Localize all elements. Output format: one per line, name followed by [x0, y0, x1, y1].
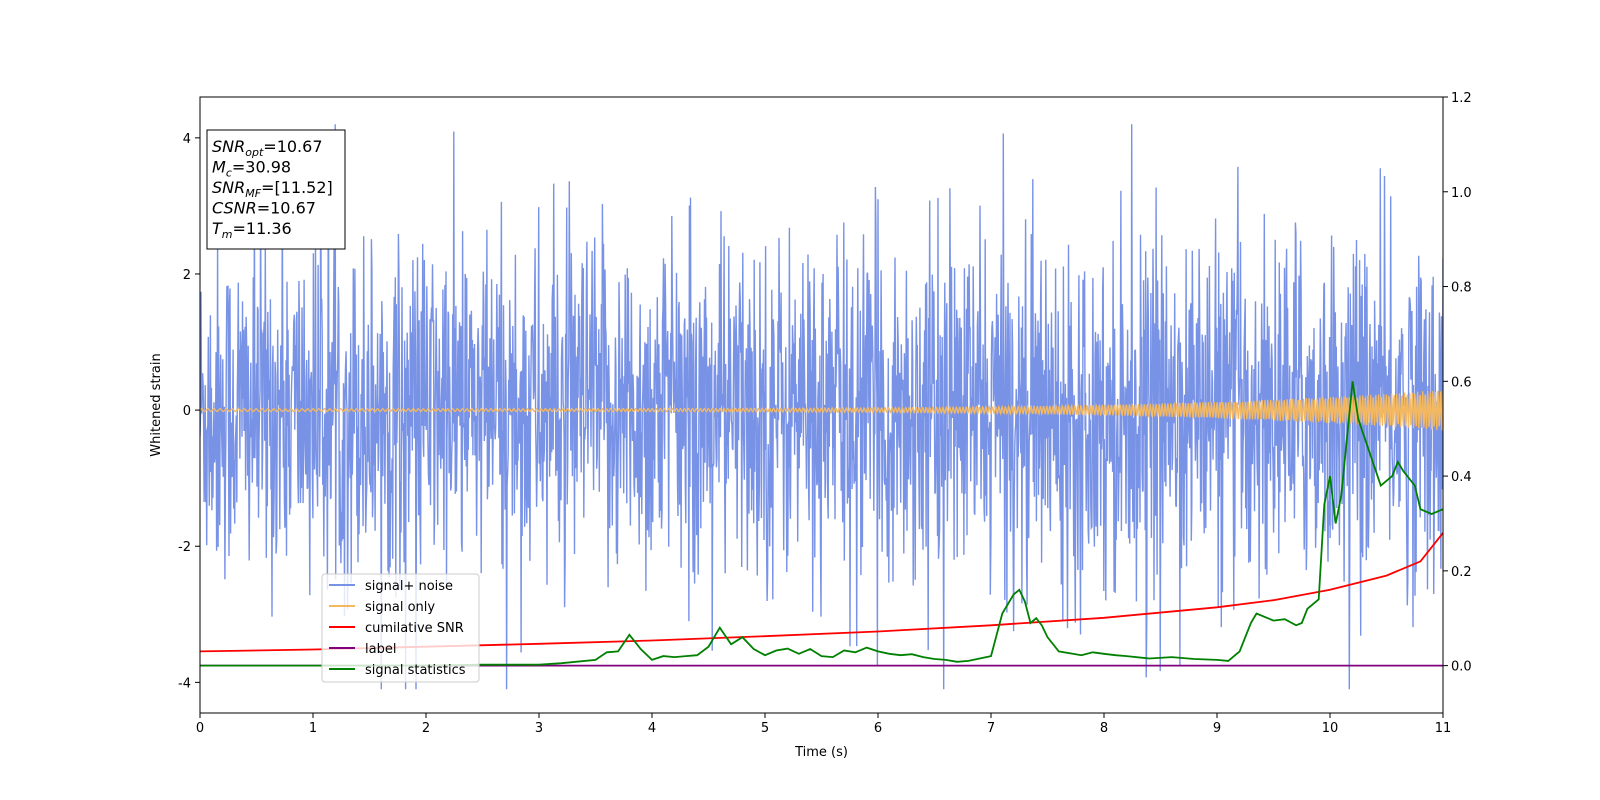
- legend: signal+ noise signal only cumilative SNR la…: [321, 573, 480, 683]
- info-line-value: =[11.52]: [261, 178, 333, 197]
- x-tick-label: 0: [196, 721, 204, 736]
- info-line: Tm=11.36: [212, 219, 292, 241]
- legend-entry: signal statistics: [365, 663, 466, 678]
- y-tick-label: 0: [183, 404, 191, 419]
- y-axis-label: Whitened strain: [149, 353, 164, 456]
- legend-entry: signal only: [365, 600, 435, 615]
- info-line-symbol: SNR: [212, 137, 245, 156]
- info-line-subscript: m: [222, 228, 233, 241]
- info-line: Mc=30.98: [212, 158, 291, 180]
- y2-tick-label: 0.6: [1451, 375, 1472, 390]
- info-line-value: =10.67: [263, 137, 322, 156]
- x-tick-label: 8: [1100, 721, 1108, 736]
- info-line-symbol: M: [212, 158, 226, 177]
- y-tick-label: -2: [178, 540, 191, 555]
- y2-tick-label: 1.2: [1451, 91, 1472, 106]
- y2-tick-label: 0.0: [1451, 660, 1472, 675]
- legend-frame: [321, 573, 480, 683]
- x-tick-label: 3: [535, 721, 543, 736]
- info-box: SNRopt=10.67Mc=30.98SNRMF=[11.52]CSNR=10…: [206, 129, 346, 250]
- signal-noise-line: [200, 124, 1443, 690]
- info-line-symbol: CSNR: [212, 199, 257, 218]
- info-line: SNRopt=10.67: [212, 137, 323, 159]
- info-line-value: =30.98: [232, 158, 291, 177]
- x-axis-label: Time (s): [794, 745, 848, 760]
- info-line-subscript: c: [226, 167, 232, 180]
- axes: 0 1 2 3 4 5 6 7 8 9 10 11 -4 -2 0 2 4 0.0 0.2 0.4 0.6 0.8 1.0 1…: [178, 91, 1472, 736]
- y-tick-label: 4: [183, 132, 191, 147]
- x-tick-label: 1: [309, 721, 317, 736]
- info-line-subscript: MF: [245, 187, 261, 200]
- legend-entry: signal+ noise: [365, 579, 453, 594]
- legend-entry: cumilative SNR: [365, 621, 464, 636]
- info-line-subscript: opt: [245, 146, 264, 159]
- info-line-symbol: SNR: [212, 178, 245, 197]
- x-tick-label: 11: [1435, 721, 1452, 736]
- x-tick-label: 10: [1322, 721, 1339, 736]
- x-tick-label: 4: [648, 721, 656, 736]
- y2-tick-label: 0.8: [1451, 281, 1472, 296]
- info-line: CSNR=10.67: [212, 199, 316, 218]
- plot-frame: [199, 96, 1444, 714]
- signal-statistics-line: [200, 381, 1443, 667]
- info-line-value: =11.36: [233, 219, 292, 238]
- y2-tick-label: 0.2: [1451, 565, 1472, 580]
- x-tick-label: 2: [422, 721, 430, 736]
- y2-tick-label: 1.0: [1451, 186, 1472, 201]
- y-tick-label: -4: [178, 676, 191, 691]
- x-tick-label: 6: [874, 721, 882, 736]
- legend-entry: label: [365, 642, 396, 657]
- info-line: SNRMF=[11.52]: [212, 178, 333, 200]
- x-tick-label: 5: [761, 721, 769, 736]
- info-line-symbol: T: [212, 219, 223, 238]
- x-tick-label: 9: [1213, 721, 1221, 736]
- info-line-value: =10.67: [257, 199, 316, 218]
- y-tick-label: 2: [183, 268, 191, 283]
- y2-tick-label: 0.4: [1451, 470, 1472, 485]
- signal-only-line: [200, 390, 1443, 431]
- info-box-frame: [206, 129, 346, 250]
- x-tick-label: 7: [987, 721, 995, 736]
